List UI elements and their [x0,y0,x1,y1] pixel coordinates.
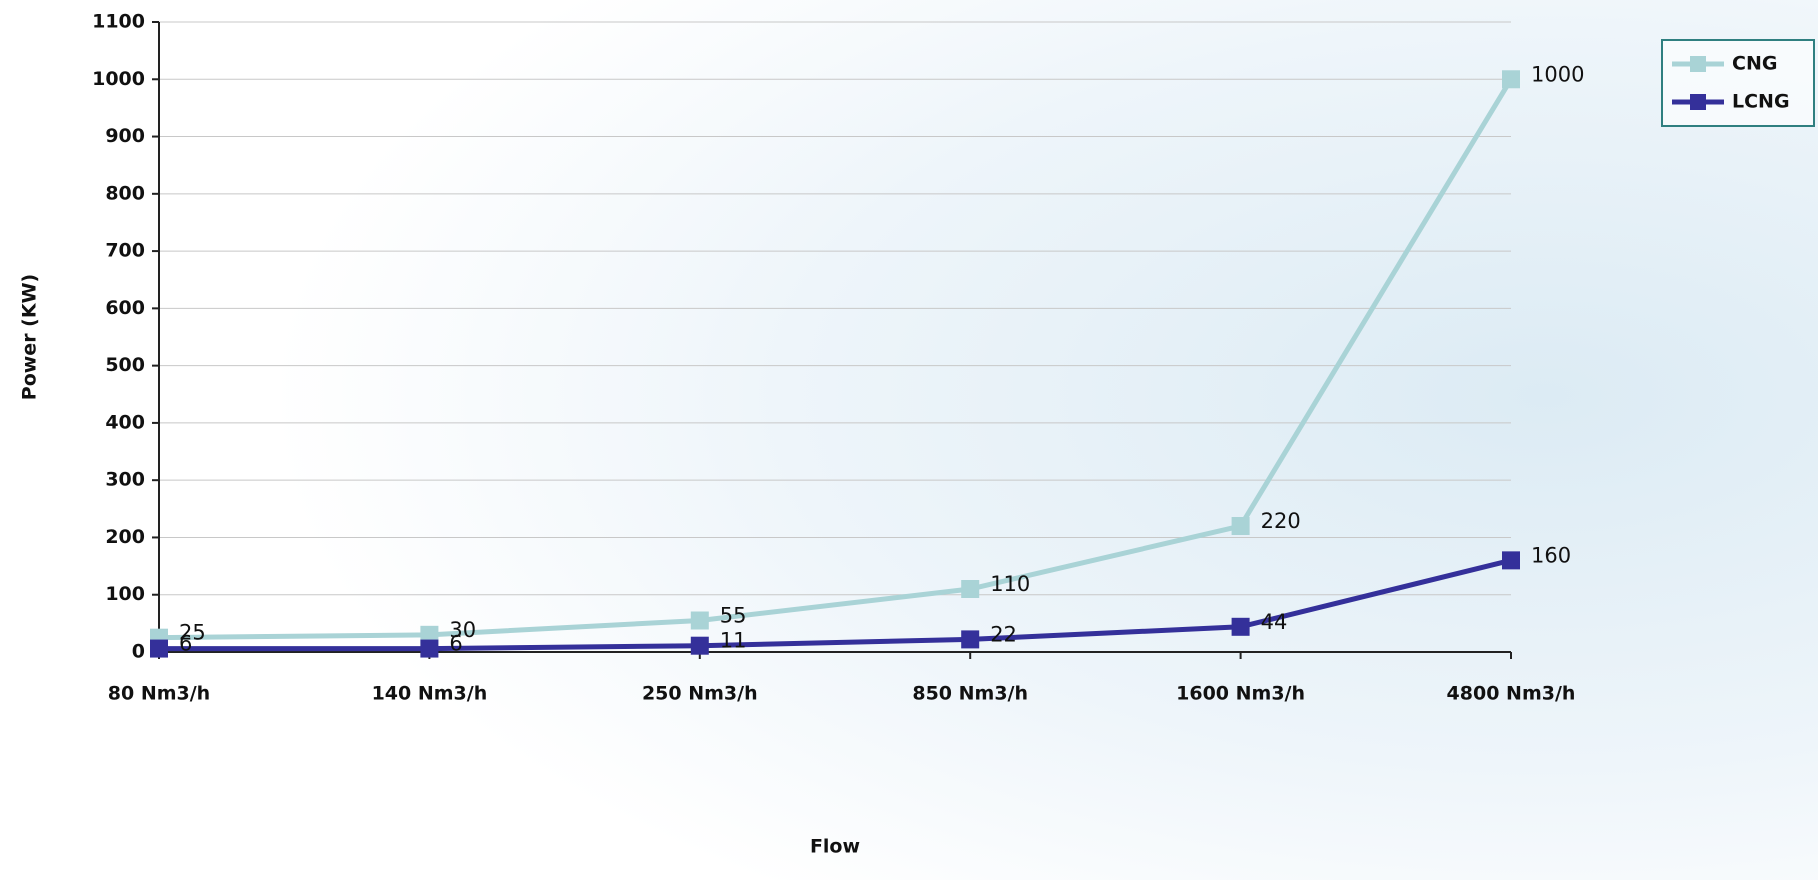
y-axis-title: Power (KW) [19,274,41,400]
data-label: 11 [720,629,747,653]
series-line [158,77,1514,641]
point-marker [1231,517,1250,535]
x-tick-label: 250 Nm3/h [642,683,758,705]
y-tick-label: 600 [105,297,145,319]
data-label: 22 [990,622,1017,646]
series-line [159,557,1512,652]
x-tick-label: 4800 Nm3/h [1447,683,1576,705]
y-tick-label: 0 [132,641,145,663]
y-tick-label: 900 [105,125,145,147]
point-marker [961,580,980,598]
legend-label: CNG [1732,53,1777,75]
point-marker [1502,70,1520,89]
x-axis-title: Flow [810,836,860,858]
point-marker [1231,617,1250,636]
point-marker [420,625,439,644]
x-tick-label: 140 Nm3/h [372,683,488,705]
point-marker [690,611,709,630]
data-label: 6 [449,632,462,656]
x-tick-label: 850 Nm3/h [912,683,1028,705]
data-label: 25 [179,621,206,645]
y-tick-label: 1100 [92,11,145,33]
data-label: 110 [990,572,1030,596]
y-tick-label: 400 [105,411,145,433]
legend-marker [1690,56,1706,72]
legend-box [1661,39,1815,127]
x-tick-label: 1600 Nm3/h [1176,683,1305,705]
data-label: 220 [1261,509,1301,533]
data-label: 160 [1531,543,1571,567]
point-marker [690,636,709,655]
y-tick-label: 300 [105,469,145,491]
point-marker [961,630,980,649]
data-label: 30 [449,618,476,642]
x-tick-label: 80 Nm3/h [108,683,210,705]
y-tick-label: 700 [105,240,145,262]
y-tick-label: 100 [105,583,145,605]
y-tick-label: 800 [105,182,145,204]
point-marker [150,639,168,658]
y-tick-label: 1000 [92,68,145,90]
data-label: 44 [1261,610,1288,634]
legend-label: LCNG [1732,91,1790,113]
data-label: 55 [720,604,747,628]
y-tick-label: 200 [105,526,145,548]
legend-marker [1690,94,1706,110]
data-label: 6 [179,632,192,656]
y-tick-label: 500 [105,354,145,376]
data-label: 1000 [1531,62,1584,86]
point-marker [1502,551,1520,570]
point-marker [420,639,439,658]
